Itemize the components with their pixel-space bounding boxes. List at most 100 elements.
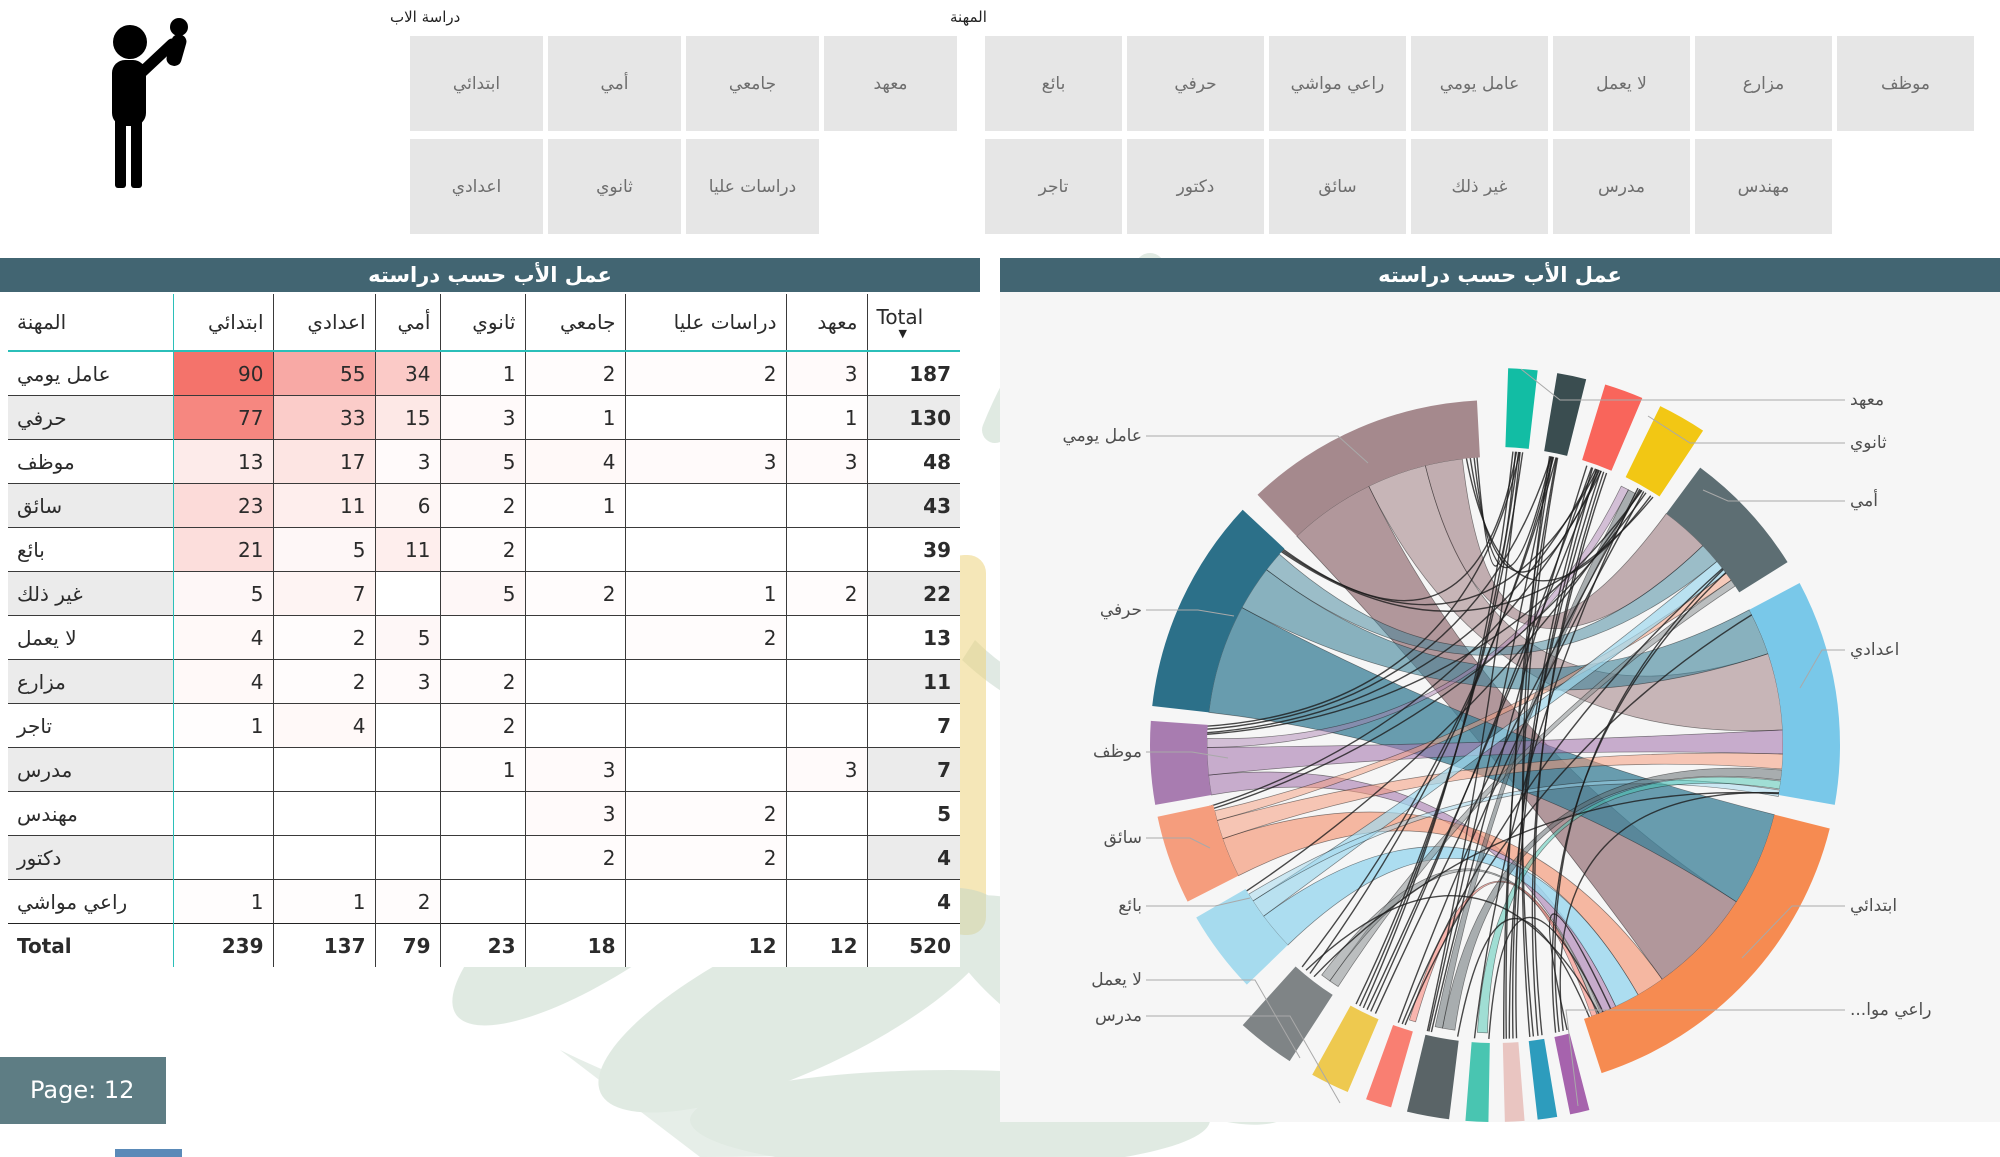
matrix-cell[interactable] — [785, 483, 867, 528]
matrix-cell[interactable]: 1 — [272, 879, 375, 924]
matrix-cell[interactable]: 1 — [439, 747, 525, 792]
slicer-option[interactable]: ثانوي — [548, 139, 681, 234]
slicer-option[interactable]: راعي مواشي — [1269, 36, 1406, 131]
matrix-cell[interactable]: 5 — [439, 439, 525, 484]
chord-arc-middle[interactable] — [1749, 583, 1840, 805]
matrix-cell[interactable] — [524, 659, 625, 704]
matrix-cell[interactable]: 2 — [785, 571, 867, 616]
matrix-cell[interactable] — [172, 747, 273, 792]
matrix-column-header[interactable]: Total ▼ — [866, 294, 960, 352]
matrix-cell[interactable]: 3 — [524, 747, 625, 792]
matrix-cell[interactable]: 2 — [439, 527, 525, 572]
matrix-row-label[interactable]: تاجر — [8, 703, 173, 748]
chord-arc-doctor[interactable] — [1528, 1038, 1558, 1120]
chord-arc-secondary[interactable] — [1625, 406, 1704, 497]
chord-arc-institute[interactable] — [1505, 368, 1538, 449]
slicer-option[interactable]: عامل يومي — [1411, 36, 1548, 131]
chord-arc-university[interactable] — [1582, 384, 1643, 471]
matrix-cell[interactable]: 2 — [272, 615, 375, 660]
chord-arc-unemployed[interactable] — [1242, 966, 1333, 1062]
matrix-row-label[interactable]: مهندس — [8, 791, 173, 836]
matrix-total-cell[interactable]: 7 — [866, 703, 960, 748]
matrix-cell[interactable]: 13 — [172, 439, 273, 484]
matrix-cell[interactable]: 3 — [785, 439, 867, 484]
slicer-option[interactable]: أمي — [548, 36, 681, 131]
matrix-cell[interactable]: 3 — [374, 439, 440, 484]
matrix-cell[interactable]: 4 — [524, 439, 625, 484]
slicer-option[interactable]: موظف — [1837, 36, 1974, 131]
matrix-cell[interactable]: 2 — [524, 835, 625, 880]
matrix-cell[interactable]: 2 — [624, 615, 786, 660]
matrix-cell[interactable]: 5 — [374, 615, 440, 660]
matrix-total-cell[interactable]: 130 — [866, 395, 960, 440]
slicer-option[interactable]: جامعي — [686, 36, 819, 131]
matrix-cell[interactable]: 12 — [624, 923, 786, 967]
matrix-cell[interactable]: 23 — [172, 483, 273, 528]
matrix-cell[interactable] — [785, 703, 867, 748]
matrix-cell[interactable]: 2 — [374, 879, 440, 924]
matrix-cell[interactable] — [272, 835, 375, 880]
chord-ribbon[interactable] — [1262, 846, 1639, 1007]
matrix-cell[interactable]: 79 — [374, 923, 440, 967]
matrix-cell[interactable]: 77 — [172, 395, 273, 440]
sort-descending-icon[interactable]: ▼ — [898, 327, 907, 340]
chord-arc-employee[interactable] — [1150, 720, 1212, 805]
matrix-cell[interactable] — [624, 703, 786, 748]
matrix-cell[interactable] — [785, 791, 867, 836]
slicer-option[interactable]: تاجر — [985, 139, 1122, 234]
matrix-cell[interactable]: 1 — [785, 395, 867, 440]
matrix-cell[interactable]: 2 — [624, 350, 786, 396]
matrix-cell[interactable]: 5 — [272, 527, 375, 572]
chord-arc-primary[interactable] — [1583, 814, 1830, 1074]
matrix-cell[interactable]: 2 — [524, 350, 625, 396]
matrix-cell[interactable]: 11 — [272, 483, 375, 528]
slicer-option[interactable]: مزارع — [1695, 36, 1832, 131]
matrix-cell[interactable] — [272, 747, 375, 792]
matrix-cell[interactable] — [524, 527, 625, 572]
matrix-cell[interactable]: 2 — [439, 483, 525, 528]
matrix-cell[interactable]: 1 — [172, 703, 273, 748]
matrix-cell[interactable]: 55 — [272, 350, 375, 396]
matrix-total-cell[interactable]: 39 — [866, 527, 960, 572]
matrix-cell[interactable]: 1 — [172, 879, 273, 924]
matrix-total-cell[interactable]: 5 — [866, 791, 960, 836]
matrix-cell[interactable]: 7 — [272, 571, 375, 616]
matrix-row-label[interactable]: بائع — [8, 527, 173, 572]
slicer-option[interactable]: دراسات عليا — [686, 139, 819, 234]
chord-arc-other[interactable] — [1406, 1034, 1459, 1120]
matrix-column-header[interactable]: جامعي — [524, 294, 625, 352]
matrix-cell[interactable]: 4 — [272, 703, 375, 748]
chord-arc-engineer[interactable] — [1502, 1042, 1525, 1122]
matrix-total-cell[interactable]: 4 — [866, 835, 960, 880]
matrix-column-header[interactable]: دراسات عليا — [624, 294, 786, 352]
slicer-option[interactable]: معهد — [824, 36, 957, 131]
matrix-cell[interactable] — [624, 659, 786, 704]
matrix-cell[interactable]: 3 — [624, 439, 786, 484]
matrix-total-cell[interactable]: 11 — [866, 659, 960, 704]
matrix-cell[interactable]: 3 — [785, 747, 867, 792]
matrix-cell[interactable]: 23 — [439, 923, 525, 967]
matrix-cell[interactable]: 1 — [439, 350, 525, 396]
matrix-cell[interactable]: 2 — [624, 791, 786, 836]
matrix-cell[interactable] — [624, 483, 786, 528]
matrix-cell[interactable] — [524, 703, 625, 748]
chord-arc-merchant[interactable] — [1465, 1042, 1490, 1122]
matrix-cell[interactable]: 1 — [624, 571, 786, 616]
matrix-cell[interactable]: 11 — [374, 527, 440, 572]
matrix-row-label[interactable]: مدرس — [8, 747, 173, 792]
matrix-cell[interactable]: 1 — [524, 395, 625, 440]
matrix-cell[interactable]: 6 — [374, 483, 440, 528]
matrix-row-label[interactable]: موظف — [8, 439, 173, 484]
matrix-cell[interactable]: 2 — [439, 703, 525, 748]
matrix-cell[interactable] — [172, 835, 273, 880]
matrix-cell[interactable]: 3 — [374, 659, 440, 704]
chord-arc-farmer[interactable] — [1366, 1025, 1413, 1108]
matrix-cell[interactable]: 4 — [172, 615, 273, 660]
matrix-cell[interactable] — [374, 835, 440, 880]
matrix-row-label[interactable]: حرفي — [8, 395, 173, 440]
matrix-cell[interactable] — [624, 395, 786, 440]
matrix-cell[interactable] — [785, 659, 867, 704]
matrix-cell[interactable] — [785, 527, 867, 572]
matrix-total-cell[interactable]: 187 — [866, 350, 960, 396]
matrix-cell[interactable] — [374, 703, 440, 748]
